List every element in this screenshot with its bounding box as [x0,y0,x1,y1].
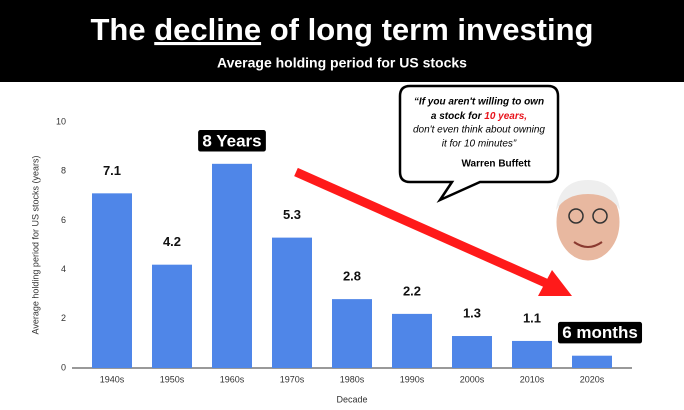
x-tick-label: 2000s [460,374,485,384]
x-axis-label: Decade [336,394,367,404]
bar [152,264,192,368]
value-label: 4.2 [163,234,181,249]
bar [332,299,372,368]
value-label: 6 months [562,323,638,342]
bar [212,163,252,368]
chart-title: The decline of long term investing [91,12,594,47]
value-label: 7.1 [103,163,121,178]
trend-arrow [294,167,550,289]
quote-author: Warren Buffett [461,159,531,170]
speech-bubble [398,84,560,203]
value-label: 8 Years [202,131,261,150]
bar [92,193,132,368]
x-tick-label: 1990s [400,374,425,384]
title-emphasis: decline [154,12,261,47]
y-tick-label: 0 [61,362,66,372]
bar [452,336,492,368]
chart-subtitle: Average holding period for US stocks [217,55,467,71]
x-tick-label: 2020s [580,374,605,384]
quote-part: a stock for [431,111,483,122]
y-tick-label: 8 [61,166,66,176]
y-tick-label: 4 [61,264,66,274]
x-tick-label: 1980s [340,374,365,384]
x-tick-label: 1970s [280,374,305,384]
value-label: 1.1 [523,310,541,325]
value-label: 2.2 [403,283,421,298]
x-tick-label: 2010s [520,374,545,384]
x-tick-label: 1960s [220,374,245,384]
y-tick-label: 6 [61,215,66,225]
x-tick-label: 1940s [100,374,125,384]
title-part: The [91,12,146,47]
header-band [0,0,684,82]
title-part: of long term investing [270,12,594,47]
y-tick-label: 10 [56,116,66,126]
value-label: 2.8 [343,269,361,284]
x-tick-label: 1950s [160,374,185,384]
quote-line: “If you aren't willing to own [414,97,544,108]
y-axis-label: Average holding period for US stocks (ye… [30,156,40,335]
bar [272,237,312,368]
quote-line: it for 10 minutes” [442,139,517,150]
bar [512,340,552,368]
y-tick-label: 2 [61,313,66,323]
bar [572,355,612,368]
arrow-head [538,270,572,296]
quote-line: a stock for 10 years, [431,111,527,122]
value-label: 5.3 [283,207,301,222]
value-label-box [556,320,644,345]
quote-highlight: 10 years, [484,111,527,122]
portrait [553,180,623,264]
value-label-box [196,128,268,154]
value-label: 1.3 [463,305,481,320]
quote-line: don't even think about owning [413,125,545,136]
bar [392,313,432,368]
